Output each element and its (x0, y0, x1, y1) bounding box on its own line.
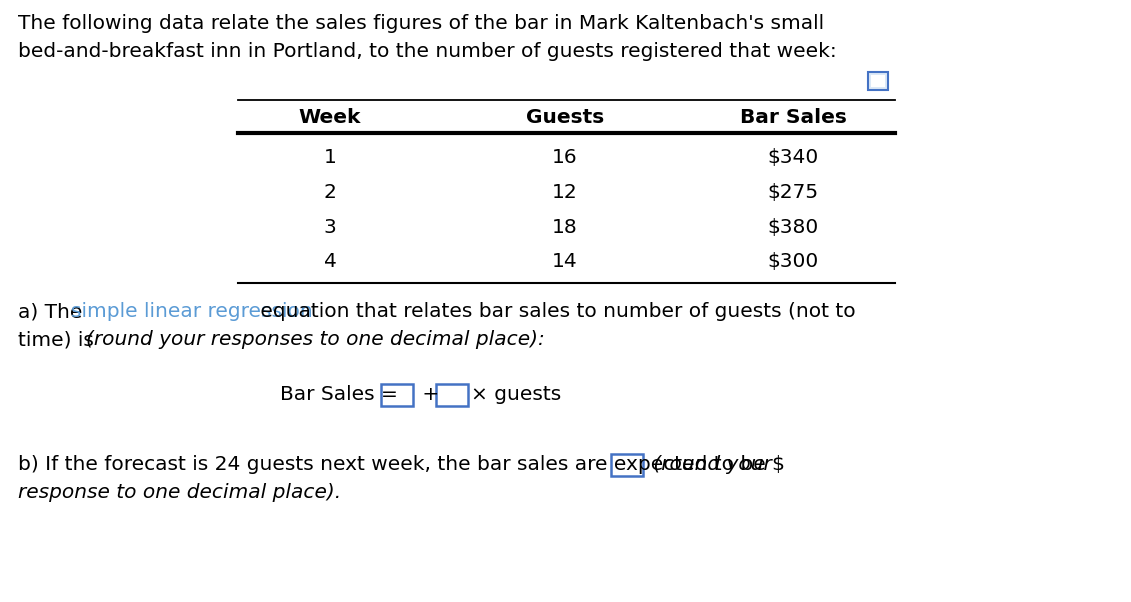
Text: $275: $275 (768, 183, 819, 202)
Text: response to one decimal place).: response to one decimal place). (18, 483, 342, 502)
Text: × guests: × guests (470, 385, 561, 404)
Text: $340: $340 (767, 148, 819, 167)
Text: 12: 12 (552, 183, 578, 202)
Text: 3: 3 (323, 218, 336, 237)
Text: Bar Sales =: Bar Sales = (280, 385, 404, 404)
Text: a) The: a) The (18, 302, 88, 321)
Text: 14: 14 (552, 252, 578, 271)
Text: b) If the forecast is 24 guests next week, the bar sales are expected to be $: b) If the forecast is 24 guests next wee… (18, 455, 785, 474)
Text: $380: $380 (767, 218, 819, 237)
Text: 2: 2 (323, 183, 336, 202)
FancyBboxPatch shape (867, 72, 888, 90)
Text: equation that relates bar sales to number of guests (not to: equation that relates bar sales to numbe… (253, 302, 855, 321)
FancyBboxPatch shape (611, 454, 644, 476)
FancyBboxPatch shape (435, 384, 468, 406)
Text: 16: 16 (552, 148, 578, 167)
Text: 18: 18 (552, 218, 578, 237)
Text: (round your responses to one decimal place):: (round your responses to one decimal pla… (86, 330, 545, 349)
Text: The following data relate the sales figures of the bar in Mark Kaltenbach's smal: The following data relate the sales figu… (18, 14, 824, 33)
FancyBboxPatch shape (871, 75, 884, 87)
Text: Bar Sales: Bar Sales (740, 108, 846, 127)
Text: Week: Week (299, 108, 361, 127)
Text: 4: 4 (323, 252, 336, 271)
Text: +: + (416, 385, 446, 404)
FancyBboxPatch shape (381, 384, 413, 406)
Text: simple linear regression: simple linear regression (71, 302, 313, 321)
Text: bed-and-breakfast inn in Portland, to the number of guests registered that week:: bed-and-breakfast inn in Portland, to th… (18, 42, 837, 61)
Text: $300: $300 (767, 252, 819, 271)
Text: 1: 1 (323, 148, 336, 167)
Text: time) is: time) is (18, 330, 101, 349)
Text: (round your: (round your (647, 455, 771, 474)
Text: Guests: Guests (526, 108, 604, 127)
